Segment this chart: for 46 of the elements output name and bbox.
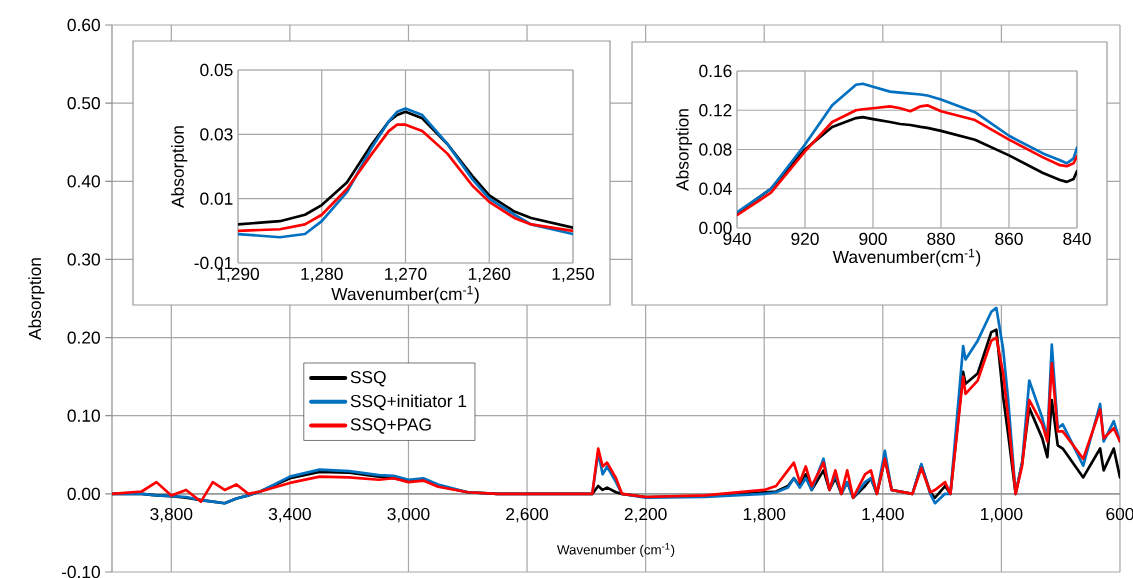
y-tick-label: 0.03 bbox=[200, 128, 233, 141]
y-tick-label: -0.10 bbox=[61, 565, 100, 578]
x-tick-label: 3,000 bbox=[387, 507, 430, 523]
y-tick-label: 0.04 bbox=[699, 182, 732, 195]
x-tick-label: 1,270 bbox=[385, 267, 427, 283]
y-tick-label: 0.12 bbox=[699, 104, 732, 117]
y-axis-title: Absorption bbox=[28, 258, 45, 340]
y-tick-label: 0.20 bbox=[67, 331, 100, 344]
x-tick-label: 840 bbox=[1063, 232, 1091, 245]
y-tick-label: 0.01 bbox=[200, 192, 233, 205]
y-axis-title: Absorption bbox=[171, 126, 188, 208]
x-tick-label: 2,200 bbox=[624, 507, 667, 523]
x-tick-label: 1,400 bbox=[862, 507, 904, 523]
x-tick-label: 860 bbox=[995, 232, 1023, 245]
x-axis-title: Wavenumber(cm$^{-1}$) bbox=[832, 248, 981, 267]
y-tick-label: 0.30 bbox=[67, 253, 100, 266]
y-tick-label: 0.16 bbox=[699, 64, 732, 78]
legend-label: SSQ bbox=[350, 371, 386, 387]
y-tick-label: -0.01 bbox=[194, 256, 233, 270]
x-tick-label: 940 bbox=[723, 232, 751, 245]
y-tick-label: 0.00 bbox=[67, 487, 100, 500]
x-tick-label: 1,250 bbox=[552, 267, 595, 283]
y-tick-label: 0.50 bbox=[67, 97, 100, 110]
x-tick-label: 1,000 bbox=[981, 507, 1023, 523]
y-tick-label: 0.00 bbox=[699, 221, 732, 235]
x-axis-title: Wavenumber (cm$^{-1}$) bbox=[556, 543, 675, 558]
y-axis-title: Absorption bbox=[675, 109, 693, 191]
y-tick-label: 0.05 bbox=[200, 63, 233, 77]
y-tick-label: 0.60 bbox=[67, 18, 100, 32]
x-tick-label: 3,400 bbox=[268, 507, 311, 523]
y-tick-label: 0.10 bbox=[67, 409, 100, 422]
x-tick-label: 880 bbox=[927, 232, 955, 245]
legend-label: SSQ+PAG bbox=[350, 418, 431, 434]
x-axis-title: Wavenumber(cm$^{-1}$) bbox=[331, 285, 479, 304]
x-tick-label: 3,800 bbox=[150, 507, 193, 523]
x-tick-label: 1,290 bbox=[217, 267, 260, 283]
x-tick-label: 600 bbox=[1106, 507, 1133, 521]
x-tick-label: 1,800 bbox=[743, 507, 786, 523]
legend-label: SSQ+initiator 1 bbox=[350, 394, 467, 411]
x-tick-label: 1,280 bbox=[301, 267, 343, 283]
x-tick-label: 920 bbox=[791, 232, 819, 245]
y-tick-label: 0.40 bbox=[67, 175, 100, 188]
y-tick-label: 0.08 bbox=[699, 143, 732, 156]
x-tick-label: 2,600 bbox=[506, 507, 549, 523]
x-tick-label: 1,260 bbox=[468, 267, 511, 283]
x-tick-label: 900 bbox=[859, 232, 887, 245]
